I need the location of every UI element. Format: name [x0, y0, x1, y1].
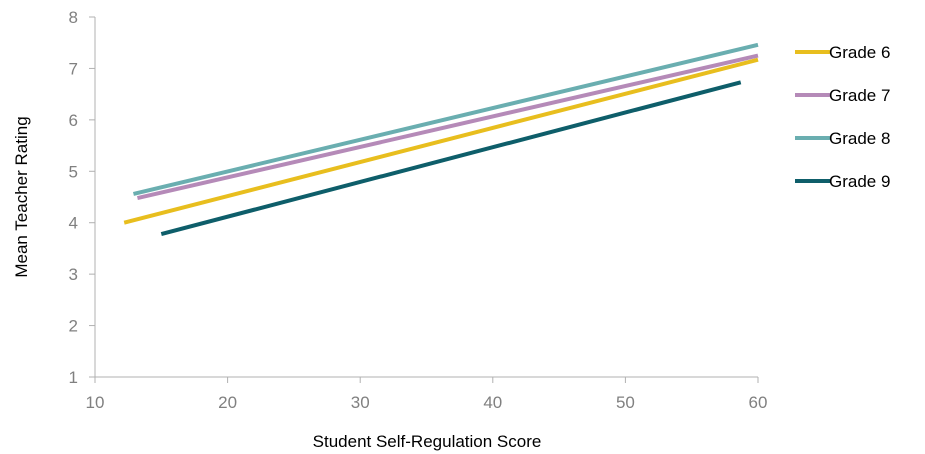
x-ticks: 10 20 30 40 50 60 — [86, 377, 768, 412]
x-tick-label: 40 — [483, 393, 502, 412]
series-lines — [123, 42, 759, 236]
series-line-grade-9 — [160, 80, 742, 236]
axes — [94, 17, 758, 378]
x-axis-title: Student Self-Regulation Score — [313, 432, 542, 451]
legend: Grade 6 Grade 7 Grade 8 Grade 9 — [795, 43, 890, 191]
x-tick-label: 50 — [616, 393, 635, 412]
y-tick-label: 2 — [69, 317, 78, 336]
y-tick-label: 7 — [69, 59, 78, 78]
x-tick-label: 10 — [86, 393, 105, 412]
series-line-grade-8 — [132, 42, 759, 196]
series-line-grade-7 — [136, 53, 759, 200]
series-line-grade-6 — [123, 57, 759, 225]
legend-label: Grade 8 — [829, 129, 890, 148]
y-axis-title: Mean Teacher Rating — [12, 116, 31, 277]
legend-label: Grade 6 — [829, 43, 890, 62]
y-tick-label: 3 — [69, 265, 78, 284]
y-tick-label: 5 — [69, 162, 78, 181]
x-tick-label: 30 — [351, 393, 370, 412]
x-tick-label: 60 — [749, 393, 768, 412]
legend-label: Grade 7 — [829, 86, 890, 105]
legend-label: Grade 9 — [829, 172, 890, 191]
y-ticks: 1 2 3 4 5 6 7 8 — [69, 8, 95, 387]
y-tick-label: 8 — [69, 8, 78, 27]
y-tick-label: 4 — [69, 214, 78, 233]
x-tick-label: 20 — [218, 393, 237, 412]
y-tick-label: 6 — [69, 111, 78, 130]
y-tick-label: 1 — [69, 368, 78, 387]
